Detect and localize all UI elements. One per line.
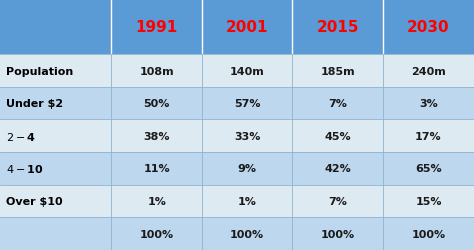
Text: $2-$4: $2-$4 [6,130,36,142]
Text: 2001: 2001 [226,20,268,35]
Text: 45%: 45% [324,131,351,141]
Text: 100%: 100% [321,229,355,239]
Text: 185m: 185m [320,66,355,76]
Text: $4-$10: $4-$10 [6,163,43,175]
Text: 1%: 1% [238,196,256,206]
Text: 50%: 50% [144,99,170,109]
Bar [0,0,474,55]
Text: 2015: 2015 [317,20,359,35]
Text: 15%: 15% [415,196,442,206]
Text: 57%: 57% [234,99,260,109]
Text: 3%: 3% [419,99,438,109]
Text: Population: Population [6,66,73,76]
Text: 1991: 1991 [136,20,178,35]
Bar [0,120,474,152]
Bar [0,152,474,185]
Bar [0,55,474,88]
Text: 100%: 100% [230,229,264,239]
Text: 7%: 7% [328,99,347,109]
Text: 9%: 9% [237,164,257,174]
Text: 2030: 2030 [407,20,450,35]
Text: Over $10: Over $10 [6,196,62,206]
Text: 11%: 11% [143,164,170,174]
Text: 100%: 100% [411,229,446,239]
Bar [0,185,474,218]
Text: 140m: 140m [230,66,264,76]
Bar [0,88,474,120]
Text: 17%: 17% [415,131,442,141]
Text: 108m: 108m [139,66,174,76]
Text: 38%: 38% [144,131,170,141]
Text: 42%: 42% [324,164,351,174]
Text: Under $2: Under $2 [6,99,63,109]
Text: 240m: 240m [411,66,446,76]
Text: 1%: 1% [147,196,166,206]
Bar [0,218,474,250]
Text: 33%: 33% [234,131,260,141]
Text: 100%: 100% [140,229,173,239]
Text: 65%: 65% [415,164,442,174]
Text: 7%: 7% [328,196,347,206]
